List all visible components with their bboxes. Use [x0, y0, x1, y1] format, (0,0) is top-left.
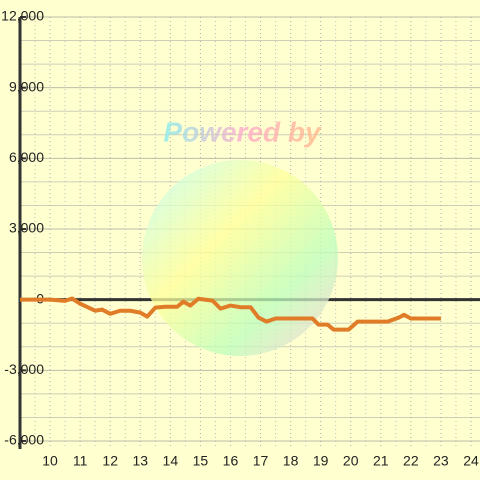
x-tick-label: 20	[343, 453, 359, 469]
y-tick-label: -3,000	[4, 361, 44, 377]
x-tick-label: 17	[253, 453, 269, 469]
x-tick-label: 22	[403, 453, 419, 469]
x-tick-label: 16	[223, 453, 239, 469]
x-tick-label: 21	[373, 453, 389, 469]
x-tick-label: 23	[433, 453, 449, 469]
y-tick-label: 3,000	[9, 220, 44, 236]
x-tick-label: 19	[313, 453, 329, 469]
line	[20, 296, 441, 332]
x-tick-label: 12	[102, 453, 118, 469]
x-tick-label: 14	[163, 453, 179, 469]
watermark: Powered by	[163, 116, 322, 147]
x-tick-label: 11	[73, 453, 88, 469]
y-tick-label: 9,000	[9, 78, 44, 94]
x-tick-label: 18	[283, 453, 299, 469]
x-tick-label: 13	[132, 453, 148, 469]
y-tick-label: 6,000	[9, 149, 44, 165]
x-tick-label: 15	[193, 453, 209, 469]
x-tick-label: 24	[463, 453, 479, 469]
watermark-logo	[142, 160, 338, 356]
x-tick-label: 10	[42, 453, 58, 469]
y-tick-label: -6,000	[4, 432, 44, 448]
y-tick-label: 12,000	[1, 8, 44, 24]
